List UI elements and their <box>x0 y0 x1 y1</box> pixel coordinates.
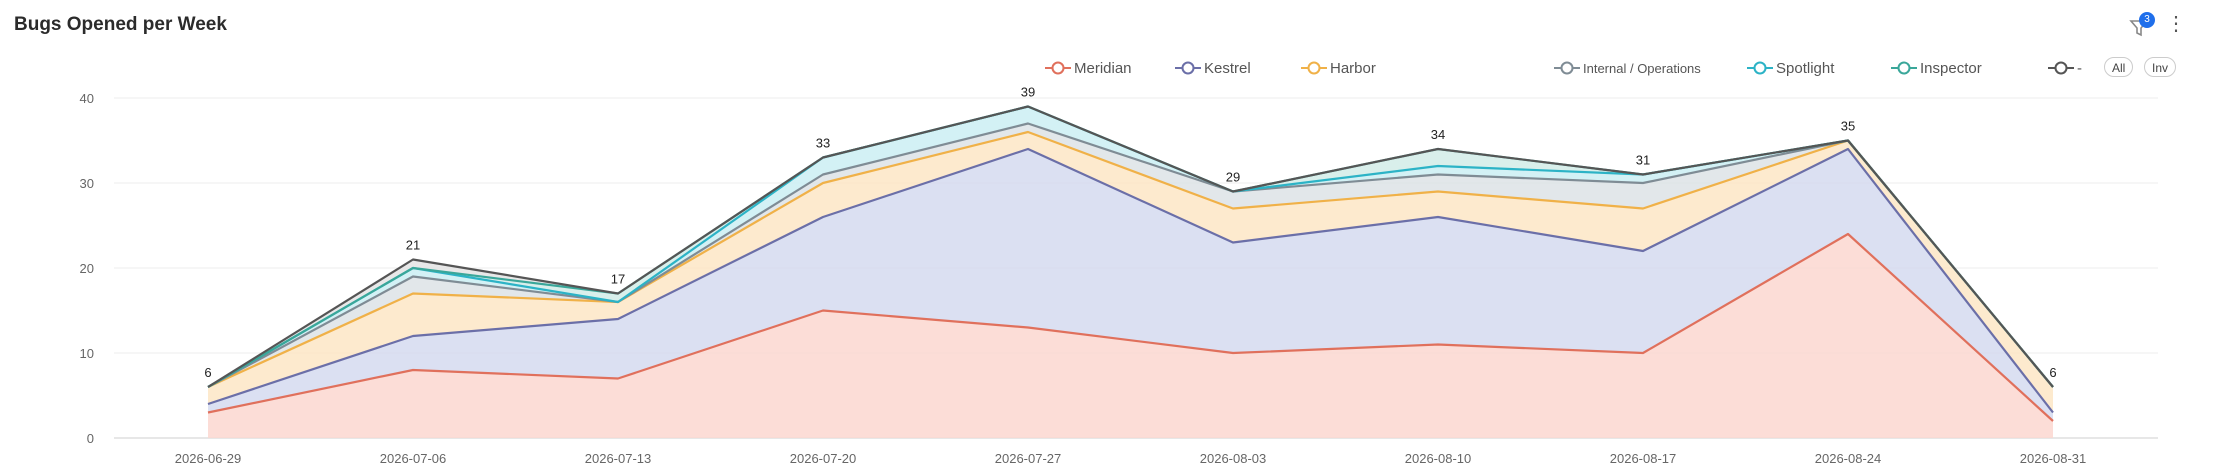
x-tick-label: 2026-08-10 <box>1405 451 1472 466</box>
series-line-internal-operations <box>207 122 2054 388</box>
legend-marker-icon <box>1891 61 1917 75</box>
total-label: 39 <box>1021 85 1035 100</box>
legend-label: Spotlight <box>1776 59 1835 77</box>
legend-all-button[interactable]: All <box>2104 57 2134 77</box>
y-tick-label: 20 <box>80 261 94 276</box>
legend-label: Meridian <box>1074 59 1132 77</box>
area-kestrel <box>208 149 2053 421</box>
legend-item-harbor[interactable]: Harbor <box>1300 58 1376 78</box>
total-label: 33 <box>816 136 830 151</box>
y-tick-label: 30 <box>80 176 94 191</box>
series-line-meridian <box>207 232 2054 422</box>
total-label: 17 <box>611 272 625 287</box>
chart-title: Bugs Opened per Week <box>14 14 227 35</box>
y-tick-label: 0 <box>87 431 94 446</box>
total-label: 6 <box>204 365 211 380</box>
series-line-harbor <box>207 130 2054 389</box>
series-line-kestrel <box>207 147 2054 414</box>
legend-marker-icon <box>1301 61 1327 75</box>
total-label: 31 <box>1636 153 1650 168</box>
area-spotlight <box>208 106 2053 387</box>
x-tick-label: 2026-07-06 <box>380 451 447 466</box>
area-internal-operations <box>208 123 2053 387</box>
legend-marker-icon <box>1045 61 1071 75</box>
x-tick-label: 2026-07-27 <box>995 451 1062 466</box>
y-tick-label: 40 <box>80 91 94 106</box>
filter-count-badge: 3 <box>2139 12 2155 28</box>
more-options-icon[interactable]: ⋮ <box>2166 13 2186 35</box>
x-tick-label: 2026-08-31 <box>2020 451 2087 466</box>
legend-item-inspector[interactable]: Inspector <box>1890 58 1982 78</box>
legend-marker-icon <box>2048 61 2074 75</box>
area-harbor <box>208 132 2053 413</box>
legend-item-spotlight[interactable]: Spotlight <box>1746 58 1834 78</box>
legend-marker-icon <box>1554 61 1580 75</box>
legend-label: Inspector <box>1920 59 1982 77</box>
legend-label: Harbor <box>1330 59 1376 77</box>
legend-label: - <box>2077 59 2082 77</box>
x-tick-label: 2026-06-29 <box>175 451 242 466</box>
x-tick-label: 2026-08-24 <box>1815 451 1882 466</box>
legend-label: Internal / Operations <box>1583 60 1701 76</box>
total-label: 34 <box>1431 127 1445 142</box>
x-tick-label: 2026-08-03 <box>1200 451 1267 466</box>
legend-invert-button[interactable]: Inv <box>2144 57 2177 77</box>
legend-label: Kestrel <box>1204 59 1251 77</box>
total-label: 21 <box>406 238 420 253</box>
legend-item-internal-operations[interactable]: Internal / Operations <box>1553 58 1701 78</box>
x-tick-label: 2026-07-20 <box>790 451 857 466</box>
series-line-- <box>207 105 2054 388</box>
legend-marker-icon <box>1747 61 1773 75</box>
total-label: 29 <box>1226 170 1240 185</box>
total-label: 6 <box>2049 365 2056 380</box>
y-tick-label: 10 <box>80 346 94 361</box>
legend-item--[interactable]: - <box>2047 58 2082 78</box>
total-label: 35 <box>1841 119 1855 134</box>
area-meridian <box>208 234 2053 438</box>
x-tick-label: 2026-07-13 <box>585 451 652 466</box>
legend-item-kestrel[interactable]: Kestrel <box>1174 58 1251 78</box>
x-tick-label: 2026-08-17 <box>1610 451 1677 466</box>
legend-item-meridian[interactable]: Meridian <box>1044 58 1132 78</box>
legend-marker-icon <box>1175 61 1201 75</box>
